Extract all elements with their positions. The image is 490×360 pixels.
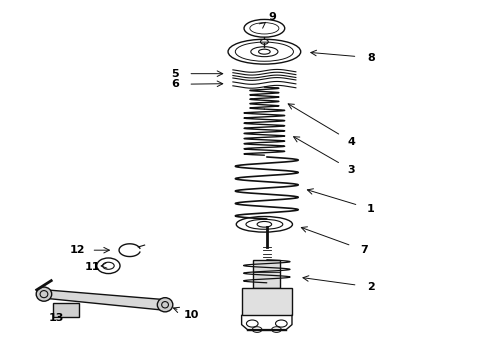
Text: 5: 5: [171, 69, 178, 79]
Polygon shape: [47, 290, 163, 310]
Text: 9: 9: [269, 12, 276, 22]
Text: 3: 3: [348, 165, 355, 175]
Text: 8: 8: [367, 53, 375, 63]
Ellipse shape: [157, 298, 173, 312]
Text: 13: 13: [49, 313, 64, 323]
Text: 10: 10: [184, 310, 199, 320]
Text: 6: 6: [171, 79, 179, 89]
Text: 11: 11: [85, 262, 100, 272]
FancyBboxPatch shape: [242, 288, 292, 315]
Text: 4: 4: [347, 137, 356, 147]
FancyBboxPatch shape: [53, 303, 79, 317]
Ellipse shape: [36, 287, 52, 301]
Text: 7: 7: [360, 245, 368, 255]
Text: 12: 12: [70, 245, 86, 255]
Text: 1: 1: [367, 204, 375, 214]
Text: 2: 2: [367, 282, 375, 292]
Bar: [253, 260, 280, 288]
